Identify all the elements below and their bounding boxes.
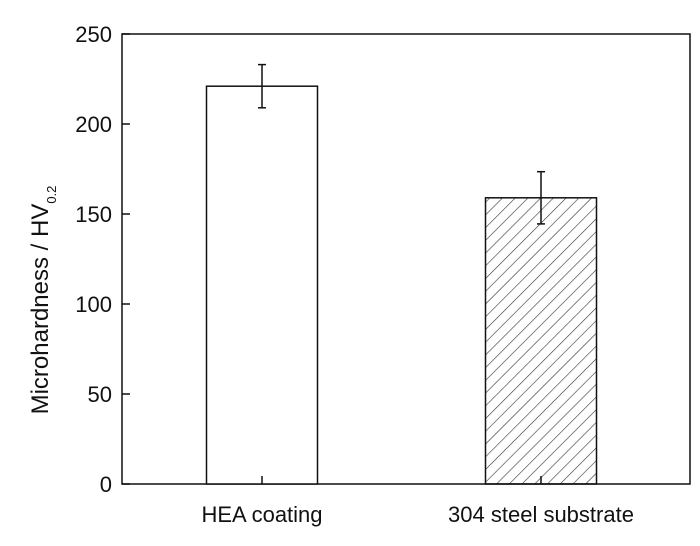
y-axis-title-subscript: 0.2 xyxy=(44,186,59,204)
y-tick-label: 150 xyxy=(75,202,112,227)
x-tick-label: 304 steel substrate xyxy=(448,502,634,527)
bar-2 xyxy=(484,197,598,485)
y-tick-label: 50 xyxy=(88,382,112,407)
x-tick-label: HEA coating xyxy=(201,502,322,527)
ticks-group: 0 50 100 150 200 250 HEA coating 304 steel subs… xyxy=(75,22,634,527)
y-tick-label: 200 xyxy=(75,112,112,137)
y-tick-label: 100 xyxy=(75,292,112,317)
y-axis-title: Microhardness / HV0.2 xyxy=(27,186,59,415)
plot-frame xyxy=(121,33,691,485)
y-axis-title-main: Microhardness / HV xyxy=(27,204,54,415)
bar-1 xyxy=(205,85,319,485)
y-tick-label: 0 xyxy=(100,472,112,497)
plot-area xyxy=(121,33,691,485)
bars-group xyxy=(205,63,598,485)
y-tick-label: 250 xyxy=(75,22,112,47)
